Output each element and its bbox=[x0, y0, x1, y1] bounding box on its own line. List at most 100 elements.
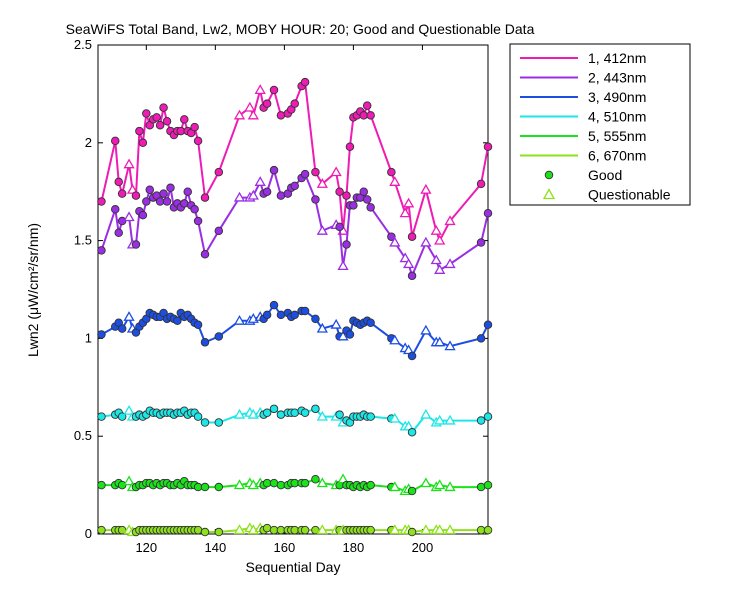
good-point bbox=[335, 222, 344, 232]
good-point bbox=[138, 210, 148, 220]
series-group bbox=[97, 77, 493, 537]
questionable-point bbox=[123, 158, 135, 169]
good-point bbox=[214, 527, 224, 537]
good-point bbox=[335, 410, 344, 419]
questionable-point bbox=[420, 236, 432, 247]
questionable-point bbox=[316, 524, 328, 535]
questionable-point bbox=[402, 197, 415, 208]
good-point bbox=[193, 320, 203, 329]
y-tick-label: 2.5 bbox=[74, 37, 92, 52]
good-point bbox=[349, 201, 358, 210]
good-point bbox=[483, 480, 493, 490]
good-point bbox=[97, 412, 106, 421]
questionable-point bbox=[233, 191, 246, 202]
legend: 1, 412nm 2, 443nm 3, 490nm 4, 510nm 5, 555nm… bbox=[509, 43, 691, 206]
questionable-point bbox=[430, 225, 442, 235]
good-point bbox=[159, 103, 168, 112]
good-point bbox=[114, 177, 123, 187]
good-point bbox=[290, 99, 299, 108]
good-point bbox=[214, 332, 224, 341]
good-point bbox=[97, 480, 106, 490]
good-point bbox=[214, 167, 224, 177]
legend-label: 4, 510nm bbox=[588, 109, 646, 125]
good-point bbox=[483, 525, 493, 535]
questionable-point bbox=[337, 330, 349, 341]
good-point bbox=[262, 408, 272, 417]
questionable-point bbox=[389, 236, 401, 247]
legend-label: Questionable bbox=[588, 187, 671, 203]
good-point bbox=[214, 226, 224, 236]
good-point bbox=[300, 169, 310, 179]
good-point bbox=[300, 306, 310, 316]
good-point bbox=[345, 330, 355, 339]
good-point bbox=[117, 189, 127, 198]
good-point bbox=[111, 136, 120, 146]
good-point bbox=[135, 126, 144, 136]
questionable-point bbox=[434, 524, 446, 535]
questionable-point bbox=[434, 264, 446, 274]
good-point bbox=[190, 122, 199, 132]
good-point bbox=[276, 410, 286, 419]
questionable-point bbox=[123, 311, 135, 321]
questionable-point bbox=[420, 524, 432, 535]
questionable-point bbox=[444, 258, 456, 269]
x-axis-label: Sequential Day bbox=[246, 559, 341, 575]
good-point bbox=[345, 142, 355, 151]
y-axis-label: Lwn2 (μW/cm²/sr/nm) bbox=[25, 223, 41, 357]
good-point bbox=[97, 246, 106, 255]
questionable-point bbox=[389, 412, 401, 423]
good-point bbox=[407, 232, 417, 241]
good-point bbox=[200, 338, 210, 347]
good-point bbox=[476, 179, 486, 189]
y-tick-label: 1.5 bbox=[74, 233, 92, 248]
good-point bbox=[476, 334, 486, 343]
good-point bbox=[300, 525, 310, 535]
good-point bbox=[366, 412, 375, 421]
good-point bbox=[117, 324, 127, 333]
questionable-point bbox=[399, 207, 411, 218]
questionable-point bbox=[402, 258, 415, 269]
good-point bbox=[142, 109, 151, 118]
legend-label: Good bbox=[588, 167, 622, 183]
y-tick-label: 2 bbox=[85, 135, 92, 150]
legend-label: 5, 555nm bbox=[588, 128, 646, 144]
questionable-point bbox=[444, 414, 456, 425]
good-point bbox=[145, 185, 155, 194]
good-point bbox=[142, 197, 151, 206]
questionable-point bbox=[337, 260, 349, 271]
good-point bbox=[162, 197, 172, 206]
good-point bbox=[276, 111, 286, 120]
legend-good-marker bbox=[544, 170, 554, 180]
good-point bbox=[407, 428, 417, 437]
questionable-point bbox=[254, 84, 266, 95]
questionable-point bbox=[247, 109, 259, 120]
questionable-point bbox=[389, 176, 401, 186]
good-point bbox=[311, 195, 320, 204]
good-point bbox=[166, 183, 175, 193]
good-point bbox=[483, 142, 493, 151]
good-point bbox=[152, 113, 161, 122]
series-3 bbox=[97, 300, 493, 361]
questionable-point bbox=[123, 211, 135, 222]
questionable-point bbox=[420, 477, 432, 488]
good-point bbox=[262, 99, 272, 108]
good-point bbox=[214, 418, 224, 427]
y-tick-label: 0.5 bbox=[74, 428, 92, 443]
good-point bbox=[262, 310, 272, 320]
questionable-point bbox=[444, 215, 456, 226]
good-point bbox=[300, 77, 310, 87]
good-point bbox=[407, 486, 417, 496]
series-2 bbox=[97, 165, 493, 281]
questionable-point bbox=[420, 183, 432, 194]
good-point bbox=[162, 117, 172, 126]
good-point bbox=[269, 478, 279, 488]
good-point bbox=[262, 523, 272, 533]
good-point bbox=[193, 216, 203, 226]
good-point bbox=[311, 167, 320, 177]
good-point bbox=[366, 111, 375, 120]
good-point bbox=[335, 187, 344, 196]
good-point bbox=[180, 115, 189, 124]
questionable-point bbox=[254, 176, 266, 186]
good-point bbox=[180, 199, 189, 208]
questionable-point bbox=[233, 524, 246, 535]
